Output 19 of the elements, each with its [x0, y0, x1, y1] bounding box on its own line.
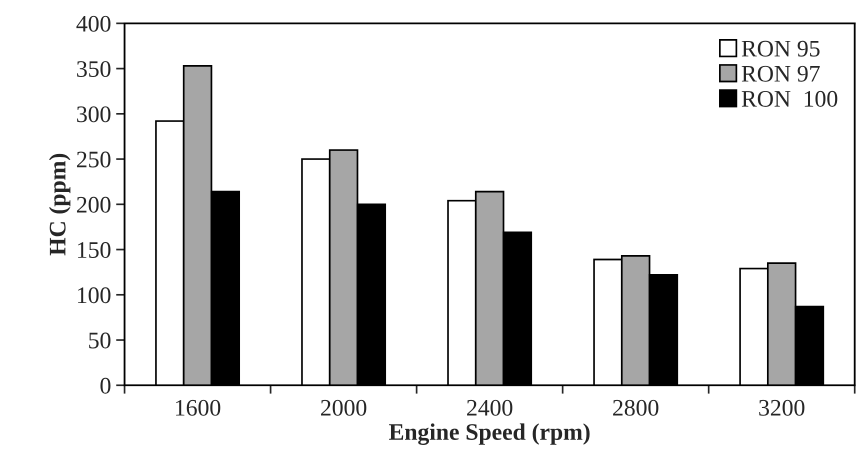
x-tick-label: 2800 [613, 400, 658, 416]
y-axis-title: HC (ppm) [48, 154, 70, 256]
legend-label: RON 100 [742, 90, 838, 107]
y-tick-label: 400 [76, 16, 110, 32]
x-tick-label: 2400 [467, 400, 512, 416]
y-tick-label: 350 [77, 61, 110, 78]
y-tick-label: 150 [78, 242, 110, 258]
legend-label: RON 95 [742, 40, 820, 57]
y-tick-label: 250 [76, 152, 110, 168]
y-tick-label: 100 [78, 287, 110, 304]
y-tick-label: 0 [100, 378, 110, 394]
y-tick-label: 300 [77, 106, 110, 122]
legend-label: RON 97 [742, 66, 820, 82]
x-axis-title: Engine Speed (rpm) [389, 423, 590, 445]
y-tick-label: 200 [76, 196, 110, 213]
x-tick-label: 2000 [321, 400, 366, 416]
x-tick-label: 3200 [759, 400, 804, 416]
y-tick-label: 50 [89, 332, 110, 348]
x-tick-label: 1600 [176, 400, 220, 416]
